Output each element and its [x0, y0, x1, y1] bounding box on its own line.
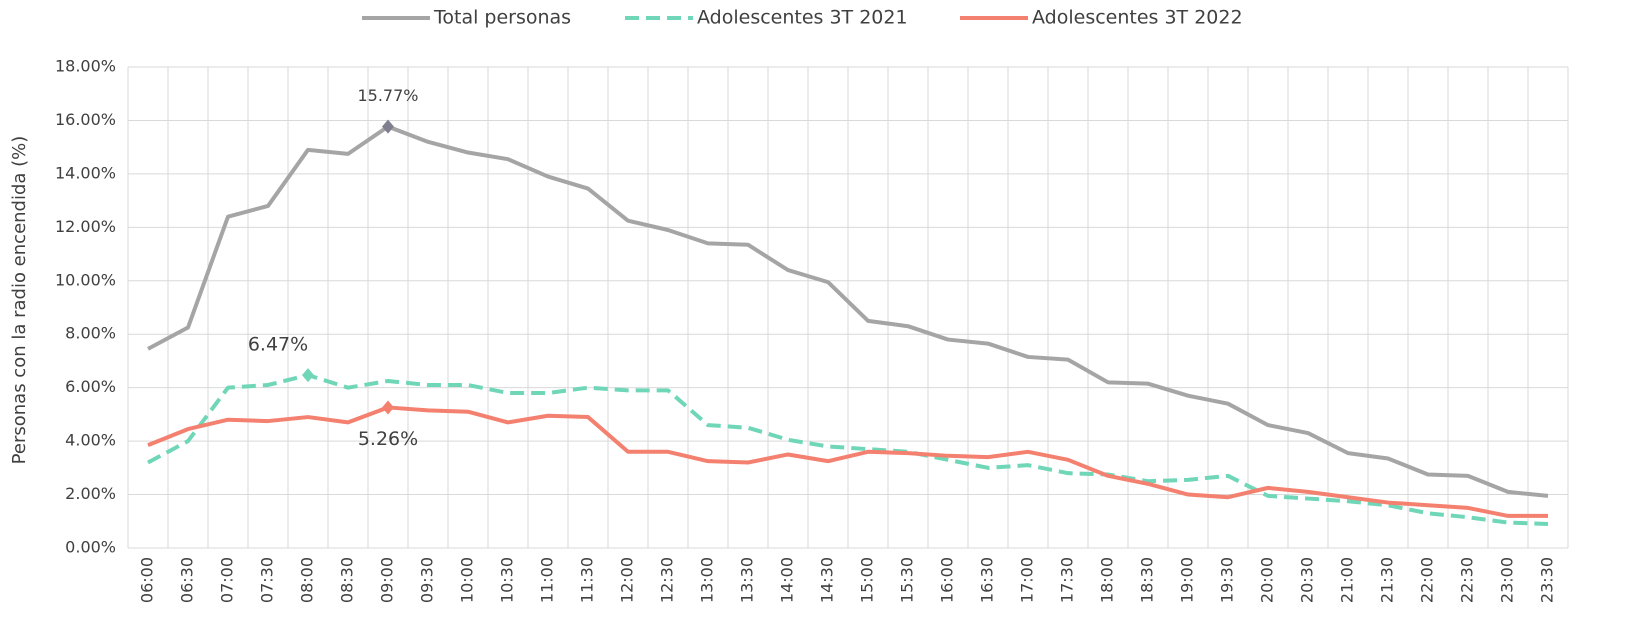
x-tick-label: 17:00 — [1018, 557, 1037, 603]
x-tick-label: 11:00 — [538, 557, 557, 603]
x-tick-label: 19:00 — [1178, 557, 1197, 603]
x-tick-label: 12:30 — [658, 557, 677, 603]
x-tick-label: 09:30 — [418, 557, 437, 603]
x-tick-label: 10:00 — [458, 557, 477, 603]
y-axis-label: Personas con la radio encendida (%) — [9, 136, 30, 465]
x-tick-label: 08:00 — [298, 557, 317, 603]
x-tick-label: 10:30 — [498, 557, 517, 603]
y-tick-label: 0.00% — [65, 538, 116, 557]
y-tick-label: 18.00% — [55, 57, 116, 76]
x-tick-label: 22:00 — [1418, 557, 1437, 603]
legend-label: Total personas — [433, 7, 571, 29]
x-tick-label: 11:30 — [578, 557, 597, 603]
x-tick-label: 09:00 — [378, 557, 397, 603]
series-line — [147, 373, 1549, 526]
y-tick-label: 10.00% — [55, 270, 116, 289]
x-tick-label: 07:30 — [258, 557, 277, 603]
point-marker — [302, 368, 314, 383]
y-tick-label: 12.00% — [55, 217, 116, 236]
legend-label: Adolescentes 3T 2021 — [697, 7, 908, 29]
x-tick-label: 15:30 — [898, 557, 917, 603]
data-label: 5.26% — [358, 428, 418, 450]
y-tick-label: 14.00% — [55, 163, 116, 182]
x-tick-label: 21:30 — [1378, 557, 1397, 603]
x-tick-label: 20:30 — [1298, 557, 1317, 603]
point-marker — [382, 119, 394, 134]
x-tick-label: 13:30 — [738, 557, 757, 603]
x-tick-label: 07:00 — [218, 557, 237, 603]
data-label: 6.47% — [248, 334, 308, 356]
x-tick-label: 19:30 — [1218, 557, 1237, 603]
y-tick-label: 6.00% — [65, 377, 116, 396]
x-tick-label: 15:00 — [858, 557, 877, 603]
x-tick-label: 18:30 — [1138, 557, 1157, 603]
x-tick-label: 08:30 — [338, 557, 357, 603]
x-tick-label: 12:00 — [618, 557, 637, 603]
x-tick-label: 13:00 — [698, 557, 717, 603]
x-tick-label: 18:00 — [1098, 557, 1117, 603]
x-tick-label: 16:30 — [978, 557, 997, 603]
x-tick-label: 20:00 — [1258, 557, 1277, 603]
y-tick-label: 4.00% — [65, 431, 116, 450]
x-tick-label: 06:00 — [138, 557, 157, 603]
x-tick-label: 14:00 — [778, 557, 797, 603]
x-tick-label: 17:30 — [1058, 557, 1077, 603]
x-tick-label: 16:00 — [938, 557, 957, 603]
x-tick-label: 06:30 — [178, 557, 197, 603]
y-tick-label: 8.00% — [65, 324, 116, 343]
x-tick-label: 22:30 — [1458, 557, 1477, 603]
series-line — [147, 124, 1549, 498]
x-tick-label: 14:30 — [818, 557, 837, 603]
x-tick-label: 23:00 — [1498, 557, 1517, 603]
series-line — [147, 405, 1548, 518]
y-tick-label: 16.00% — [55, 110, 116, 129]
point-marker — [382, 400, 394, 415]
y-tick-label: 2.00% — [65, 484, 116, 503]
legend-label: Adolescentes 3T 2022 — [1032, 7, 1243, 29]
x-tick-label: 21:00 — [1338, 557, 1357, 603]
x-tick-label: 23:30 — [1538, 557, 1557, 603]
data-label: 15.77% — [357, 86, 418, 105]
